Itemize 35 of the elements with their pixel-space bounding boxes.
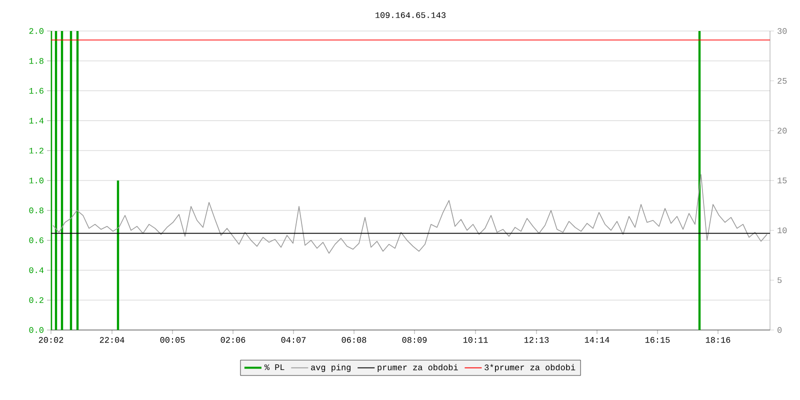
- chart-title: 109.164.65.143: [376, 12, 446, 18]
- y-tick-label: 1.8: [29, 58, 44, 64]
- x-tick-label: 20:02: [38, 337, 64, 343]
- x-tick-label: 10:11: [463, 337, 488, 343]
- y-tick-label: 1.2: [29, 148, 44, 154]
- y2-tick-label: 15: [778, 178, 787, 184]
- legend-label: avg ping: [311, 364, 350, 372]
- x-tick-label: 00:05: [160, 337, 185, 343]
- y2-tick-label: 25: [778, 78, 787, 84]
- x-tick-label: 08:09: [402, 337, 427, 343]
- y-tick-label: 0.8: [29, 208, 44, 214]
- x-tick-label: 04:07: [281, 337, 306, 343]
- y2-tick-label: 30: [778, 28, 787, 34]
- y-tick-label: 0.6: [29, 237, 44, 244]
- x-tick-label: 16:15: [645, 337, 670, 343]
- x-tick-label: 06:08: [342, 337, 366, 343]
- x-tick-label: 14:14: [584, 337, 610, 343]
- x-tick-label: 22:04: [100, 337, 124, 343]
- legend-label: 3*prumer za obdobi: [484, 364, 576, 372]
- y2-tick-label: 10: [778, 227, 787, 234]
- legend-label: prumer za obdobi: [378, 364, 458, 372]
- x-tick-label: 18:16: [706, 337, 730, 343]
- y-tick-label: 2.0: [29, 28, 44, 34]
- y2-tick-label: 20: [778, 128, 787, 134]
- y-tick-label: 1.0: [29, 178, 44, 184]
- x-tick-label: 02:06: [220, 337, 246, 343]
- y-tick-label: 1.4: [29, 118, 44, 124]
- y-tick-label: 1.6: [29, 88, 44, 94]
- y-tick-label: 0.0: [29, 327, 44, 333]
- y2-tick-label: 5: [778, 277, 782, 283]
- legend-label: % PL: [264, 364, 284, 370]
- y2-tick-label: 0: [778, 327, 782, 333]
- y-tick-label: 0.4: [29, 267, 44, 274]
- x-tick-label: 12:13: [524, 337, 549, 343]
- y-tick-label: 0.2: [29, 297, 44, 303]
